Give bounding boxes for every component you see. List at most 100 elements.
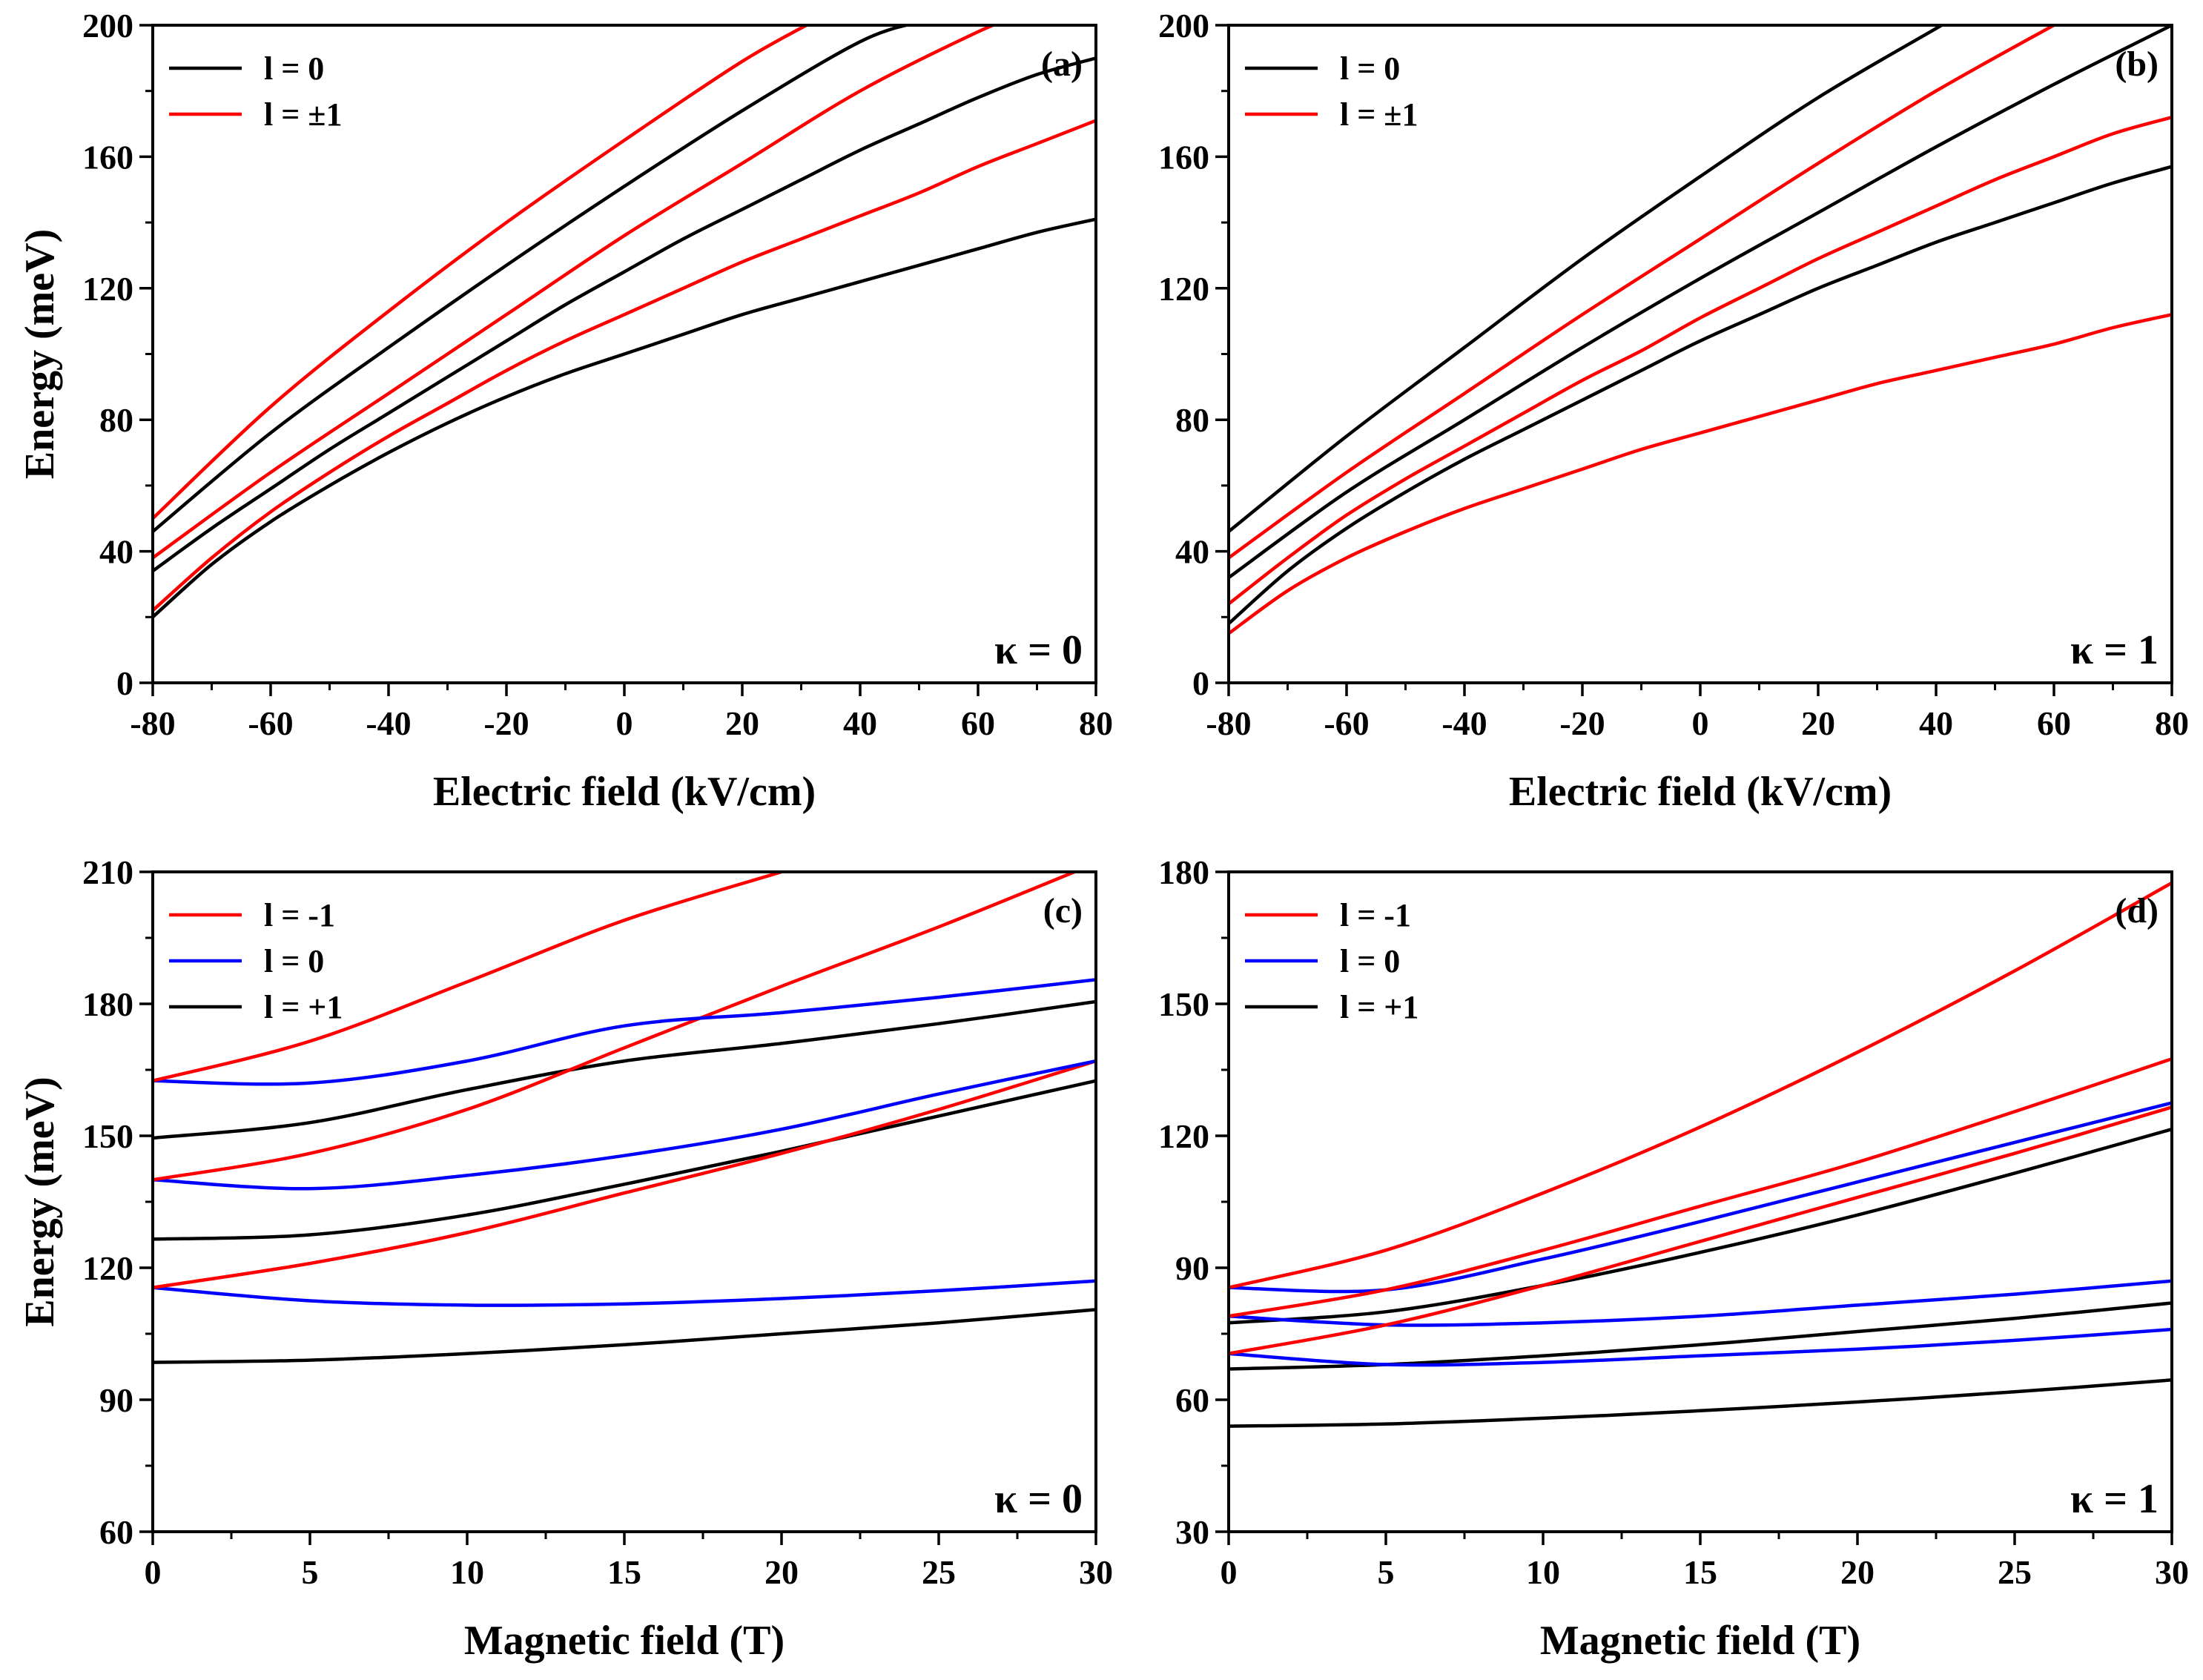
x-tick-label: 10	[1526, 1553, 1560, 1591]
x-tick-label: 30	[2155, 1553, 2189, 1591]
series-line-blue	[1229, 1101, 2172, 1294]
series-line-black	[153, 56, 1096, 573]
x-tick-label: 40	[843, 704, 877, 742]
y-tick-label: 210	[82, 853, 133, 891]
x-tick-label: 15	[607, 1553, 641, 1591]
x-tick-label: -80	[1206, 704, 1251, 742]
series-group	[1229, 25, 2172, 635]
y-axis-title: Energy (meV)	[17, 1077, 63, 1326]
series-line-blue	[1229, 1327, 2172, 1367]
y-tick-label: 180	[82, 985, 133, 1023]
x-axis-title: Magnetic field (T)	[1540, 1618, 1860, 1664]
series-line-red	[1229, 25, 2058, 560]
x-tick-label: 0	[1221, 1553, 1238, 1591]
y-tick-label: 120	[1158, 1117, 1209, 1155]
series-line-black	[1229, 165, 2172, 625]
legend-label: l = ±1	[264, 96, 342, 133]
x-tick-label: 15	[1683, 1553, 1717, 1591]
y-tick-label: 160	[82, 138, 133, 176]
x-tick-label: 0	[1692, 704, 1709, 742]
series-line-black	[153, 1079, 1096, 1241]
x-tick-label: -40	[1441, 704, 1487, 742]
legend-label: l = 0	[1340, 943, 1400, 979]
y-tick-label: 180	[1158, 853, 1209, 891]
chart-panel-c: 0 5 10 15 20 25 30 60 90 120 150 180 210 Magnetic fie…	[17, 853, 1113, 1664]
y-tick-label: 120	[82, 1249, 133, 1287]
y-tick-label: 200	[82, 7, 133, 44]
series-line-blue	[153, 978, 1096, 1086]
series-line-red	[1229, 1105, 2172, 1355]
y-tick-label: 40	[1175, 533, 1209, 571]
y-tick-label: 120	[82, 270, 133, 308]
series-line-red	[1229, 116, 2172, 606]
x-tick-label: 20	[764, 1553, 799, 1591]
legend-label: l = 0	[264, 50, 324, 87]
kappa-annotation: κ = 0	[994, 627, 1083, 673]
x-tick-label: 5	[1378, 1553, 1395, 1591]
y-tick-label: 60	[1175, 1381, 1209, 1419]
y-axis-title: Energy (meV)	[17, 229, 63, 479]
panel-label: (c)	[1043, 891, 1083, 930]
y-tick-label: 0	[1192, 664, 1209, 702]
legend-label: l = 0	[264, 943, 324, 979]
series-line-black	[153, 25, 914, 533]
series-line-red	[153, 25, 998, 560]
chart-panel-a: -80 -60 -40 -20 0 20 40 60 80 0 40 80 120 160 200 Elect…	[17, 7, 1113, 815]
series-line-black	[1229, 1127, 2172, 1325]
series-line-red	[153, 25, 810, 520]
y-tick-label: 30	[1175, 1513, 1209, 1551]
chart-panel-b: -80 -60 -40 -20 0 20 40 60 80 0 40 80 120 160 200 Elect…	[1158, 7, 2189, 815]
panel-label: (a)	[1041, 44, 1083, 84]
x-tick-label: 20	[1801, 704, 1835, 742]
legend-label: l = -1	[264, 897, 335, 933]
x-tick-label: 5	[302, 1553, 319, 1591]
chart-panel-d: 0 5 10 15 20 25 30 30 60 90 120 150 180 Magnetic fiel…	[1158, 853, 2189, 1664]
series-group	[153, 25, 1096, 618]
x-tick-label: 20	[1840, 1553, 1875, 1591]
series-line-red	[1229, 881, 2172, 1289]
x-tick-label: 60	[961, 704, 995, 742]
x-tick-label: 60	[2037, 704, 2071, 742]
legend-label: l = +1	[264, 989, 343, 1025]
series-group	[1229, 881, 2172, 1428]
x-tick-label: 80	[2155, 704, 2189, 742]
x-tick-label: 30	[1079, 1553, 1113, 1591]
y-tick-label: 90	[99, 1381, 133, 1419]
y-tick-label: 0	[116, 664, 133, 702]
kappa-annotation: κ = 1	[2070, 627, 2159, 673]
series-group	[153, 872, 1096, 1364]
y-tick-label: 40	[99, 533, 133, 571]
x-tick-label: 0	[145, 1553, 162, 1591]
y-tick-label: 90	[1175, 1249, 1209, 1287]
series-line-black	[1229, 25, 2172, 579]
y-tick-label: 60	[99, 1513, 133, 1551]
x-tick-label: 10	[450, 1553, 484, 1591]
x-tick-label: 0	[616, 704, 633, 742]
x-axis-title: Electric field (kV/cm)	[433, 769, 816, 815]
y-tick-label: 160	[1158, 138, 1209, 176]
series-line-red	[153, 119, 1096, 612]
x-tick-label: -20	[1559, 704, 1605, 742]
series-line-red	[1229, 313, 2172, 635]
series-line-red	[1229, 1057, 2172, 1318]
series-line-blue	[153, 1059, 1096, 1191]
y-tick-label: 150	[1158, 985, 1209, 1023]
legend-label: l = 0	[1340, 50, 1400, 87]
series-line-red	[153, 1059, 1096, 1289]
x-tick-label: -60	[1324, 704, 1369, 742]
panel-label: (b)	[2115, 44, 2159, 84]
series-line-black	[153, 999, 1096, 1140]
series-line-blue	[1229, 1279, 2172, 1327]
x-axis-title: Electric field (kV/cm)	[1509, 769, 1892, 815]
y-tick-label: 80	[99, 401, 133, 439]
series-line-black	[1229, 25, 1946, 533]
x-tick-label: -60	[248, 704, 293, 742]
x-tick-label: 40	[1919, 704, 1953, 742]
series-line-black	[1229, 1378, 2172, 1428]
series-line-red	[153, 872, 1079, 1182]
x-tick-label: 25	[922, 1553, 956, 1591]
kappa-annotation: κ = 1	[2070, 1476, 2159, 1522]
x-tick-label: -40	[366, 704, 411, 742]
y-tick-label: 150	[82, 1117, 133, 1155]
